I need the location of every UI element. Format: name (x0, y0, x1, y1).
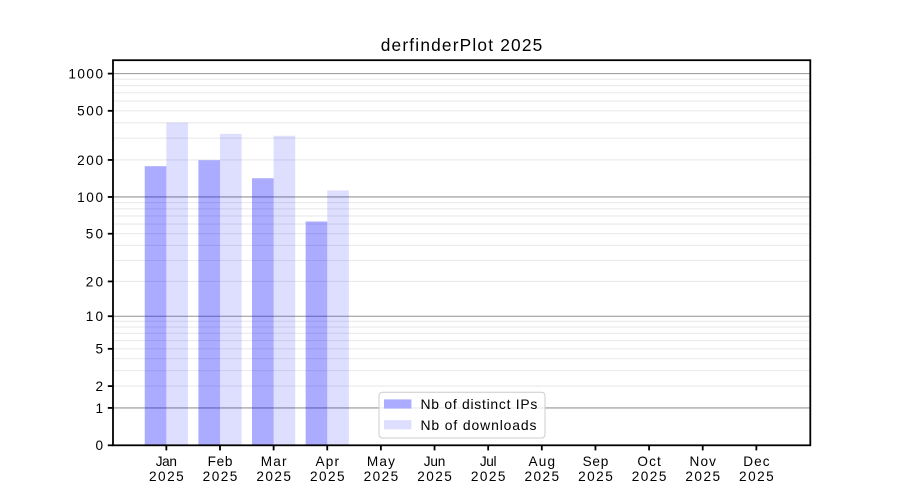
svg-text:2025: 2025 (417, 469, 452, 484)
svg-text:May: May (367, 454, 395, 469)
svg-text:2025: 2025 (256, 469, 291, 484)
svg-text:10: 10 (86, 309, 104, 324)
svg-text:Apr: Apr (316, 454, 340, 469)
svg-text:Nov: Nov (689, 454, 716, 469)
svg-text:5: 5 (95, 342, 103, 357)
svg-text:1: 1 (95, 401, 103, 416)
svg-text:Sep: Sep (583, 454, 609, 469)
svg-text:20: 20 (86, 274, 104, 289)
svg-text:Feb: Feb (208, 454, 233, 469)
svg-text:2025: 2025 (685, 469, 720, 484)
svg-text:2: 2 (95, 379, 103, 394)
svg-text:2025: 2025 (364, 469, 399, 484)
svg-text:derfinderPlot 2025: derfinderPlot 2025 (381, 35, 543, 55)
svg-text:2025: 2025 (149, 469, 184, 484)
svg-text:2025: 2025 (310, 469, 345, 484)
svg-text:500: 500 (77, 104, 103, 119)
svg-text:Nb of distinct IPs: Nb of distinct IPs (421, 396, 538, 412)
svg-text:Dec: Dec (743, 454, 770, 469)
svg-text:2025: 2025 (578, 469, 613, 484)
svg-text:200: 200 (77, 153, 103, 168)
svg-text:100: 100 (77, 190, 103, 205)
svg-text:2025: 2025 (525, 469, 560, 484)
svg-text:2025: 2025 (632, 469, 667, 484)
svg-text:Mar: Mar (261, 454, 287, 469)
svg-text:Aug: Aug (529, 454, 556, 469)
svg-text:Nb of downloads: Nb of downloads (421, 417, 537, 433)
svg-text:Jan: Jan (156, 454, 177, 469)
svg-text:50: 50 (86, 227, 104, 242)
svg-text:0: 0 (95, 438, 103, 453)
svg-text:Oct: Oct (637, 454, 661, 469)
svg-text:2025: 2025 (739, 469, 774, 484)
svg-text:2025: 2025 (471, 469, 506, 484)
svg-text:2025: 2025 (203, 469, 238, 484)
svg-text:Jul: Jul (480, 454, 497, 469)
svg-text:1000: 1000 (68, 67, 103, 82)
svg-text:Jun: Jun (424, 454, 446, 469)
